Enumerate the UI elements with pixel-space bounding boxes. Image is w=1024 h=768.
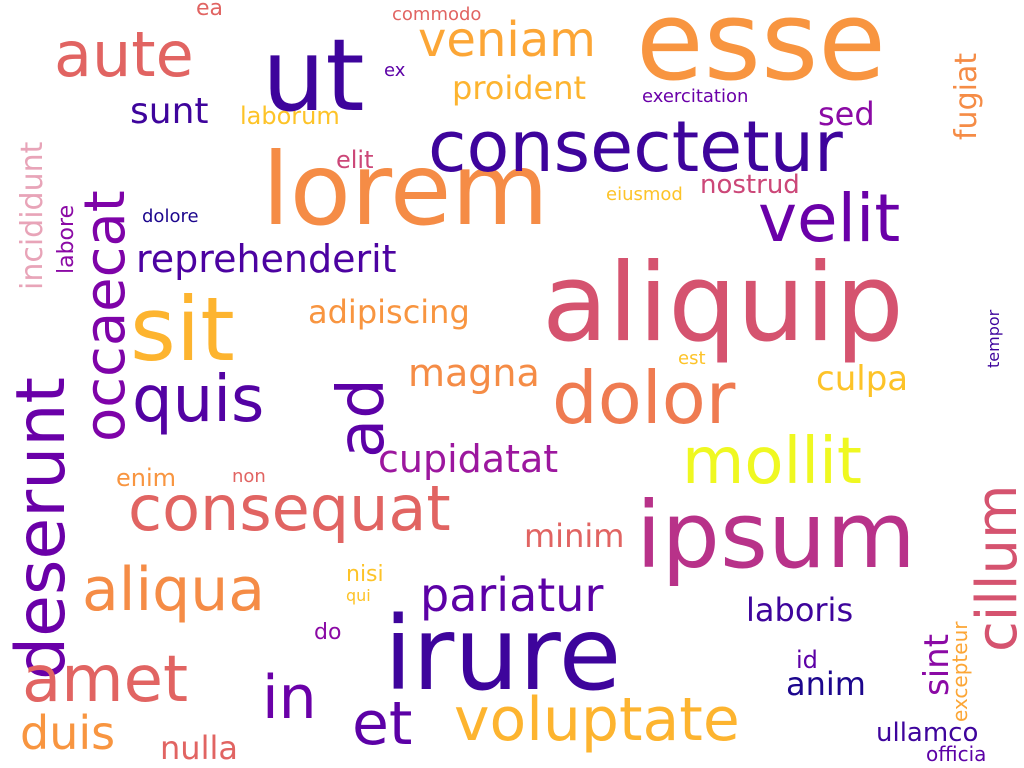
cloud-word: dolor [552,356,736,440]
cloud-word: veniam [418,12,596,68]
cloud-word: non [232,466,266,487]
cloud-word: dolore [142,206,199,227]
cloud-word: occaecat [73,190,138,442]
cloud-word: pariatur [420,568,604,622]
cloud-word: quis [132,363,265,437]
cloud-word: aliqua [82,555,265,625]
cloud-word: culpa [816,359,909,399]
cloud-word: incididunt [15,141,50,290]
cloud-word: magna [408,351,540,395]
cloud-word: qui [346,586,371,605]
cloud-word: labore [54,204,79,274]
cloud-word: minim [524,517,625,555]
cloud-word: fugiat [949,52,984,140]
cloud-word: amet [22,643,189,717]
cloud-word: ut [262,17,365,134]
cloud-word: irure [384,595,622,714]
cloud-word: ullamco [876,718,979,748]
cloud-word: nisi [346,562,384,587]
cloud-word: laboris [746,591,854,629]
cloud-word: consectetur [428,106,843,188]
cloud-word: duis [20,706,116,760]
cloud-word: enim [116,464,177,492]
cloud-word: tempor [984,309,1003,368]
cloud-word: id [796,646,818,674]
cloud-word: nostrud [700,170,800,200]
cloud-word: exercitation [642,86,749,107]
cloud-word: consequat [128,472,451,545]
cloud-word: ex [384,60,406,81]
cloud-word: proident [452,69,587,107]
cloud-word: laborum [240,102,340,130]
cloud-word: eiusmod [606,184,683,205]
cloud-word: sunt [130,91,209,132]
cloud-word: mollit [682,425,862,499]
cloud-word: excepteur [948,621,972,722]
cloud-word: deserunt [2,376,81,680]
cloud-word: sit [130,278,235,381]
cloud-word: reprehenderit [136,237,397,281]
cloud-word: voluptate [454,685,740,755]
cloud-word: nulla [160,729,238,767]
cloud-word: cillum [965,484,1024,652]
cloud-word: in [262,663,317,733]
cloud-word: ipsum [636,482,916,589]
cloud-word: velit [758,180,901,257]
cloud-word: est [678,348,706,369]
cloud-word: et [352,689,413,759]
cloud-word: ea [196,0,224,21]
cloud-word: aliquip [542,241,904,366]
cloud-word: officia [926,742,987,766]
cloud-word: sed [818,95,875,133]
cloud-word: elit [336,146,374,174]
cloud-word: esse [636,0,886,105]
cloud-word: cupidatat [378,437,559,481]
cloud-word: commodo [392,4,482,25]
cloud-word: aute [54,18,194,91]
cloud-word: adipiscing [308,293,470,331]
cloud-word: lorem [262,131,549,248]
cloud-word: do [314,620,342,645]
cloud-word: anim [786,665,866,703]
